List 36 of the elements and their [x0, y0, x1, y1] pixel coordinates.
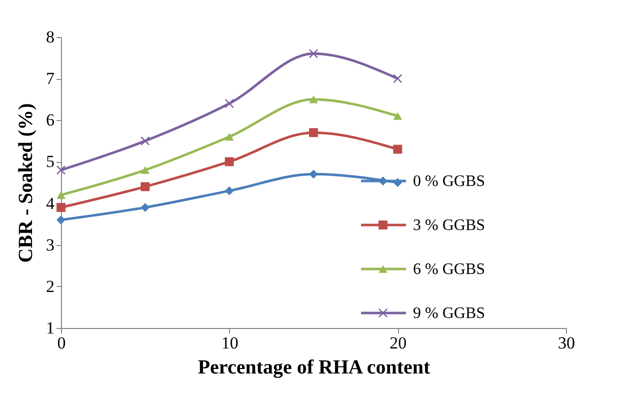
- x-tick-label: 10: [221, 334, 238, 352]
- point: [393, 144, 402, 154]
- point: [309, 95, 318, 104]
- point: [309, 128, 318, 138]
- point: [224, 157, 234, 166]
- legend-label: 9 % GGBS: [413, 305, 486, 322]
- legend-label: 6 % GGBS: [413, 261, 486, 278]
- x-tick-label: 30: [558, 334, 575, 352]
- y-tick-label: 8: [46, 28, 54, 46]
- point: [224, 99, 234, 108]
- point: [56, 215, 66, 224]
- x-axis-title: Percentage of RHA content: [198, 356, 431, 378]
- point: [140, 182, 150, 192]
- legend-label: 3 % GGBS: [413, 217, 486, 234]
- point: [393, 112, 402, 120]
- point: [140, 202, 150, 212]
- y-tick-label: 2: [46, 276, 54, 296]
- x-tick-label: 20: [390, 334, 407, 352]
- point: [56, 191, 66, 199]
- y-axis-title: CBR - Soaked (%): [15, 103, 37, 263]
- point: [224, 132, 234, 141]
- point: [393, 74, 402, 84]
- y-tick-label: 6: [46, 110, 54, 130]
- point: [56, 202, 66, 212]
- y-tick-label: 3: [46, 235, 54, 254]
- y-tick-label: 7: [46, 69, 55, 88]
- point: [224, 186, 234, 196]
- point: [309, 49, 318, 58]
- y-tick-label: 1: [46, 318, 54, 338]
- point: [140, 166, 150, 174]
- y-tick-label: 4: [46, 194, 55, 213]
- legend-label: 0 % GGBS: [413, 173, 486, 190]
- point: [140, 136, 150, 146]
- point: [309, 170, 318, 179]
- y-tick-label: 5: [46, 152, 54, 172]
- x-tick-label: 0: [57, 334, 66, 352]
